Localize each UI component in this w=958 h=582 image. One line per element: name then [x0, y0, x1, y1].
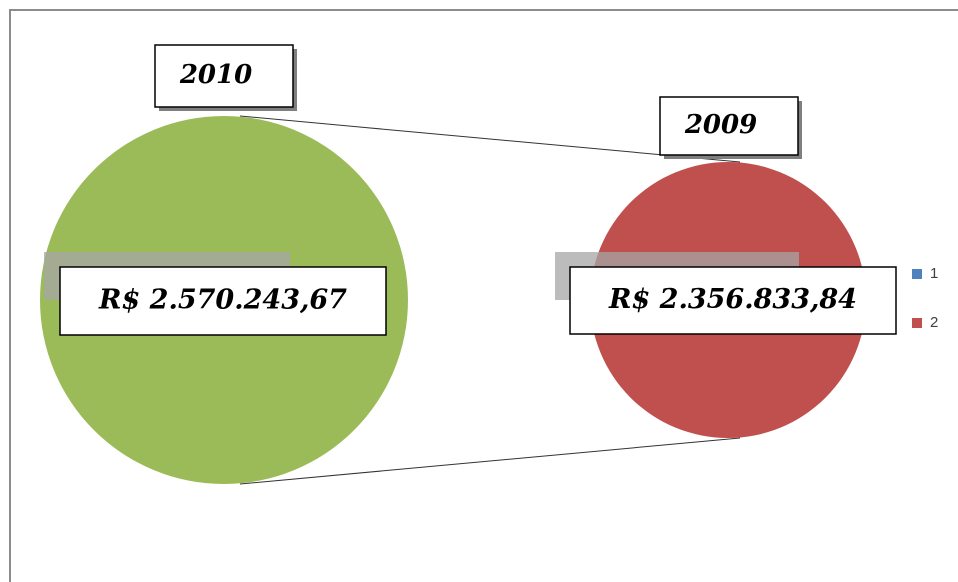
- label-box: [59, 266, 387, 336]
- legend-label: 2: [930, 314, 938, 331]
- category-label: 2010: [179, 60, 252, 90]
- legend-swatch: [912, 318, 922, 328]
- legend-swatch: [912, 269, 922, 279]
- label-box: [569, 266, 897, 335]
- category-label: 2009: [684, 110, 757, 140]
- chart-border: [9, 9, 958, 582]
- value-label: R$ 2.356.833,84: [608, 284, 857, 315]
- connector-line: [239, 437, 741, 485]
- value-label: R$ 2.570.243,67: [98, 285, 347, 316]
- legend-label: 1: [930, 265, 938, 282]
- label-box: [154, 44, 294, 108]
- connector-line: [239, 115, 741, 163]
- label-box: [659, 96, 799, 156]
